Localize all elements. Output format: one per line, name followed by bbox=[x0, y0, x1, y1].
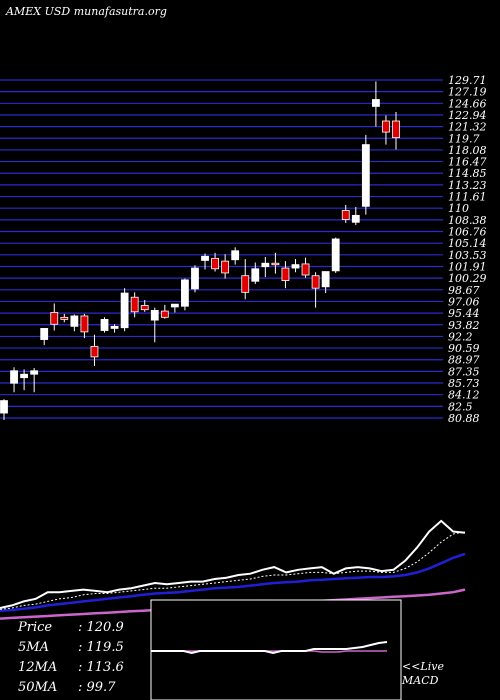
price-level-label: 85.73 bbox=[448, 377, 480, 390]
candle-body bbox=[140, 305, 149, 311]
stat-value: 99.7 bbox=[86, 680, 116, 695]
candle-body bbox=[371, 99, 380, 107]
price-level-label: 114.85 bbox=[448, 167, 487, 180]
candle-body bbox=[341, 210, 350, 220]
candle-body bbox=[90, 346, 99, 358]
price-level-label: 110 bbox=[448, 202, 469, 215]
stats-panel: Price: 120.9 5MA: 119.5 12MA: 113.6 50MA… bbox=[18, 618, 124, 698]
price-level-label: 103.53 bbox=[448, 249, 487, 262]
candle-body bbox=[0, 400, 8, 414]
stat-value: 113.6 bbox=[86, 660, 124, 675]
candle-body bbox=[311, 275, 320, 289]
price-level-label: 98.67 bbox=[448, 284, 480, 297]
candle-body bbox=[70, 315, 79, 327]
stat-50ma: 50MA: 99.7 bbox=[18, 678, 124, 698]
candle-body bbox=[331, 238, 340, 272]
candles bbox=[0, 81, 400, 420]
price-level-label: 84.12 bbox=[448, 389, 480, 402]
price-level-label: 87.35 bbox=[448, 365, 480, 378]
candle-body bbox=[120, 292, 129, 329]
candle-body bbox=[10, 370, 18, 384]
candle-body bbox=[301, 263, 310, 276]
candle-body bbox=[130, 296, 139, 313]
candle-body bbox=[351, 214, 360, 223]
price-level-label: 124.66 bbox=[448, 97, 487, 110]
stat-label: 12MA bbox=[18, 660, 58, 675]
price-level-label: 127.19 bbox=[448, 86, 487, 99]
candle-body bbox=[241, 275, 250, 293]
price-level-label: 119.7 bbox=[448, 132, 480, 145]
stat-label: Price bbox=[18, 620, 53, 635]
candle-body bbox=[191, 267, 199, 290]
stat-price: Price: 120.9 bbox=[18, 618, 124, 638]
price-level-label: 93.82 bbox=[448, 319, 480, 332]
stat-label: 50MA bbox=[18, 680, 58, 695]
candle-body bbox=[20, 373, 29, 379]
candle-body bbox=[110, 325, 119, 329]
candle-body bbox=[261, 262, 270, 268]
price-level-label: 106.76 bbox=[448, 226, 487, 239]
candle-body bbox=[221, 260, 230, 274]
candle-body bbox=[291, 264, 300, 269]
candle-body bbox=[382, 120, 390, 133]
price-level-label: 100.29 bbox=[448, 272, 487, 285]
price-level-label: 122.94 bbox=[448, 109, 487, 122]
candle-body bbox=[201, 255, 209, 261]
candle-body bbox=[231, 250, 240, 261]
candle-body bbox=[40, 328, 49, 340]
candle-body bbox=[60, 316, 69, 320]
site-name: munafasutra.org bbox=[73, 5, 167, 18]
candle-body bbox=[251, 268, 260, 282]
candle-body bbox=[211, 257, 219, 270]
candle-body bbox=[281, 267, 290, 281]
stat-value: 120.9 bbox=[86, 620, 124, 635]
candle-body bbox=[271, 262, 280, 266]
candle-body bbox=[150, 309, 159, 321]
stat-label: 5MA bbox=[18, 640, 49, 655]
candle-body bbox=[160, 310, 169, 318]
macd-title: MACD bbox=[402, 674, 439, 687]
price-level-label: 80.88 bbox=[448, 412, 480, 425]
candle-body bbox=[392, 120, 400, 139]
price-level-label: 105.14 bbox=[448, 237, 487, 250]
price-level-label: 82.5 bbox=[448, 400, 473, 413]
currency: USD bbox=[44, 5, 71, 18]
candle-body bbox=[30, 370, 39, 375]
macd-panel bbox=[150, 599, 402, 700]
ticker: AMEX bbox=[6, 5, 42, 18]
live-link[interactable]: <<Live bbox=[402, 660, 444, 673]
price-level-label: 111.61 bbox=[448, 191, 487, 204]
price-level-label: 97.06 bbox=[448, 295, 480, 308]
macd-label: <<Live MACD bbox=[402, 660, 444, 688]
price-level-label: 118.08 bbox=[448, 144, 487, 157]
candle-body bbox=[361, 144, 370, 207]
candle-body bbox=[50, 312, 59, 325]
watermark: AMEX USD munafasutra.org bbox=[6, 5, 167, 18]
price-level-label: 129.71 bbox=[448, 74, 487, 87]
macd-frame bbox=[150, 599, 402, 700]
price-grid bbox=[0, 79, 443, 419]
macd-line bbox=[151, 641, 388, 655]
stat-value: 119.5 bbox=[86, 640, 124, 655]
candle-body bbox=[80, 315, 89, 333]
price-level-label: 116.47 bbox=[448, 156, 487, 169]
stat-12ma: 12MA: 113.6 bbox=[18, 658, 124, 678]
price-line bbox=[0, 519, 466, 609]
price-level-label: 101.91 bbox=[448, 260, 487, 273]
price-level-label: 113.23 bbox=[448, 179, 487, 192]
price-level-label: 108.38 bbox=[448, 214, 487, 227]
price-level-label: 88.97 bbox=[448, 354, 480, 367]
candle-body bbox=[181, 279, 189, 307]
price-level-label: 90.59 bbox=[448, 342, 480, 355]
price-axis-labels: 129.71127.19124.66122.94121.32119.7118.0… bbox=[448, 74, 487, 425]
stat-5ma: 5MA: 119.5 bbox=[18, 638, 124, 658]
price-level-label: 121.32 bbox=[448, 121, 487, 134]
candle-body bbox=[100, 319, 109, 331]
price-level-label: 95.44 bbox=[448, 307, 480, 320]
ma12-line bbox=[0, 552, 466, 612]
candle-body bbox=[170, 303, 179, 308]
candle-body bbox=[321, 271, 330, 288]
price-level-label: 92.2 bbox=[448, 330, 473, 343]
